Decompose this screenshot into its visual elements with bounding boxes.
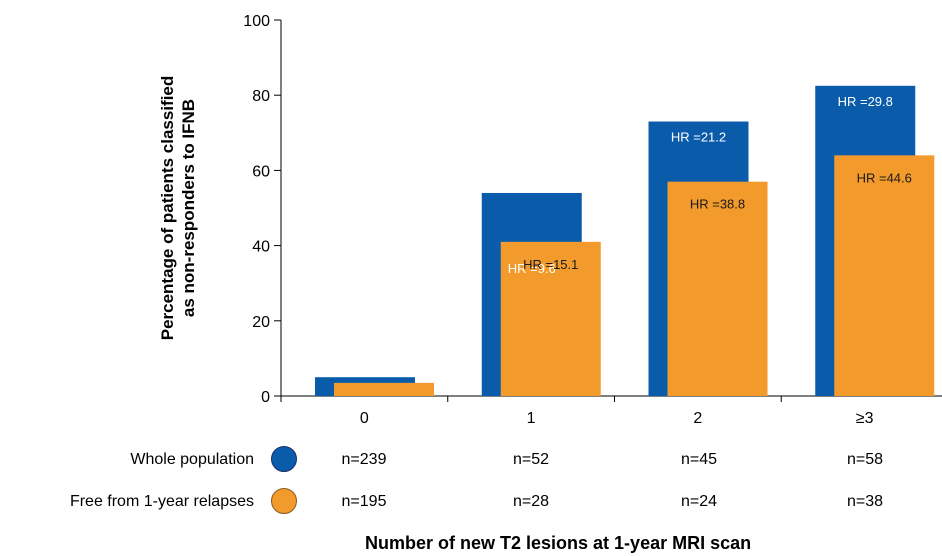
- legend-row-whole-population: Whole population n=239 n=52 n=45 n=58: [0, 445, 942, 475]
- n-label-whole-3: n=58: [846, 451, 884, 468]
- legend-marker-whole-population: [271, 446, 297, 472]
- hr-label: HR =38.8: [690, 197, 745, 212]
- n-label-whole-0: n=239: [341, 451, 387, 468]
- hr-label: HR =21.2: [671, 130, 726, 145]
- y-tick-label: 20: [252, 314, 270, 331]
- legend-row-free-from-relapses: Free from 1-year relapses n=195 n=28 n=2…: [0, 487, 942, 517]
- n-label-free-2: n=24: [680, 493, 718, 510]
- n-label-free-1: n=28: [512, 493, 550, 510]
- x-tick-label: 0: [360, 410, 369, 427]
- bar: [334, 382, 434, 396]
- hr-label: HR =15.1: [523, 257, 578, 272]
- y-tick-label: 100: [243, 13, 270, 30]
- legend-label-free-from-relapses: Free from 1-year relapses: [69, 493, 254, 510]
- hr-label: HR =29.8: [838, 94, 893, 109]
- bar-chart: 0 20 40 60 80 100 0 1 2 ≥3 HR =9.6HR =15.1 HR =21…: [243, 13, 942, 427]
- bar: [667, 181, 768, 396]
- n-label-free-0: n=195: [341, 493, 387, 510]
- n-label-whole-2: n=45: [680, 451, 718, 468]
- hr-label: HR =9.6: [508, 261, 556, 276]
- legend-label-whole-population: Whole population: [130, 451, 254, 468]
- bar: [500, 241, 601, 396]
- n-label-whole-1: n=52: [512, 451, 550, 468]
- x-tick-label: 1: [527, 410, 536, 427]
- legend-marker-free-from-relapses: [271, 488, 297, 514]
- y-axis: 0 20 40 60 80 100: [243, 13, 282, 406]
- bar-labels: HR =9.6HR =15.1 HR =21.2 HR =38.8 HR =29.8 H…: [508, 94, 912, 276]
- n-label-free-3: n=38: [846, 493, 884, 510]
- y-axis-title-line1: Percentage of patients classified: [158, 75, 177, 341]
- y-tick-label: 40: [252, 239, 270, 256]
- y-axis-title: Percentage of patients classified as non…: [148, 18, 208, 398]
- bars: [315, 85, 935, 397]
- y-tick-label: 80: [252, 88, 270, 105]
- x-axis: 0 1 2 ≥3: [280, 395, 942, 427]
- y-tick-label: 60: [252, 163, 270, 180]
- y-tick-label: 0: [261, 389, 270, 406]
- x-tick-label: 2: [693, 410, 702, 427]
- x-tick-label: ≥3: [856, 410, 874, 427]
- y-axis-title-line2: as non-responders to IFNB: [179, 98, 198, 318]
- x-axis-title: Number of new T2 lesions at 1-year MRI s…: [365, 533, 752, 553]
- bar: [834, 155, 935, 396]
- hr-label: HR =44.6: [857, 170, 912, 185]
